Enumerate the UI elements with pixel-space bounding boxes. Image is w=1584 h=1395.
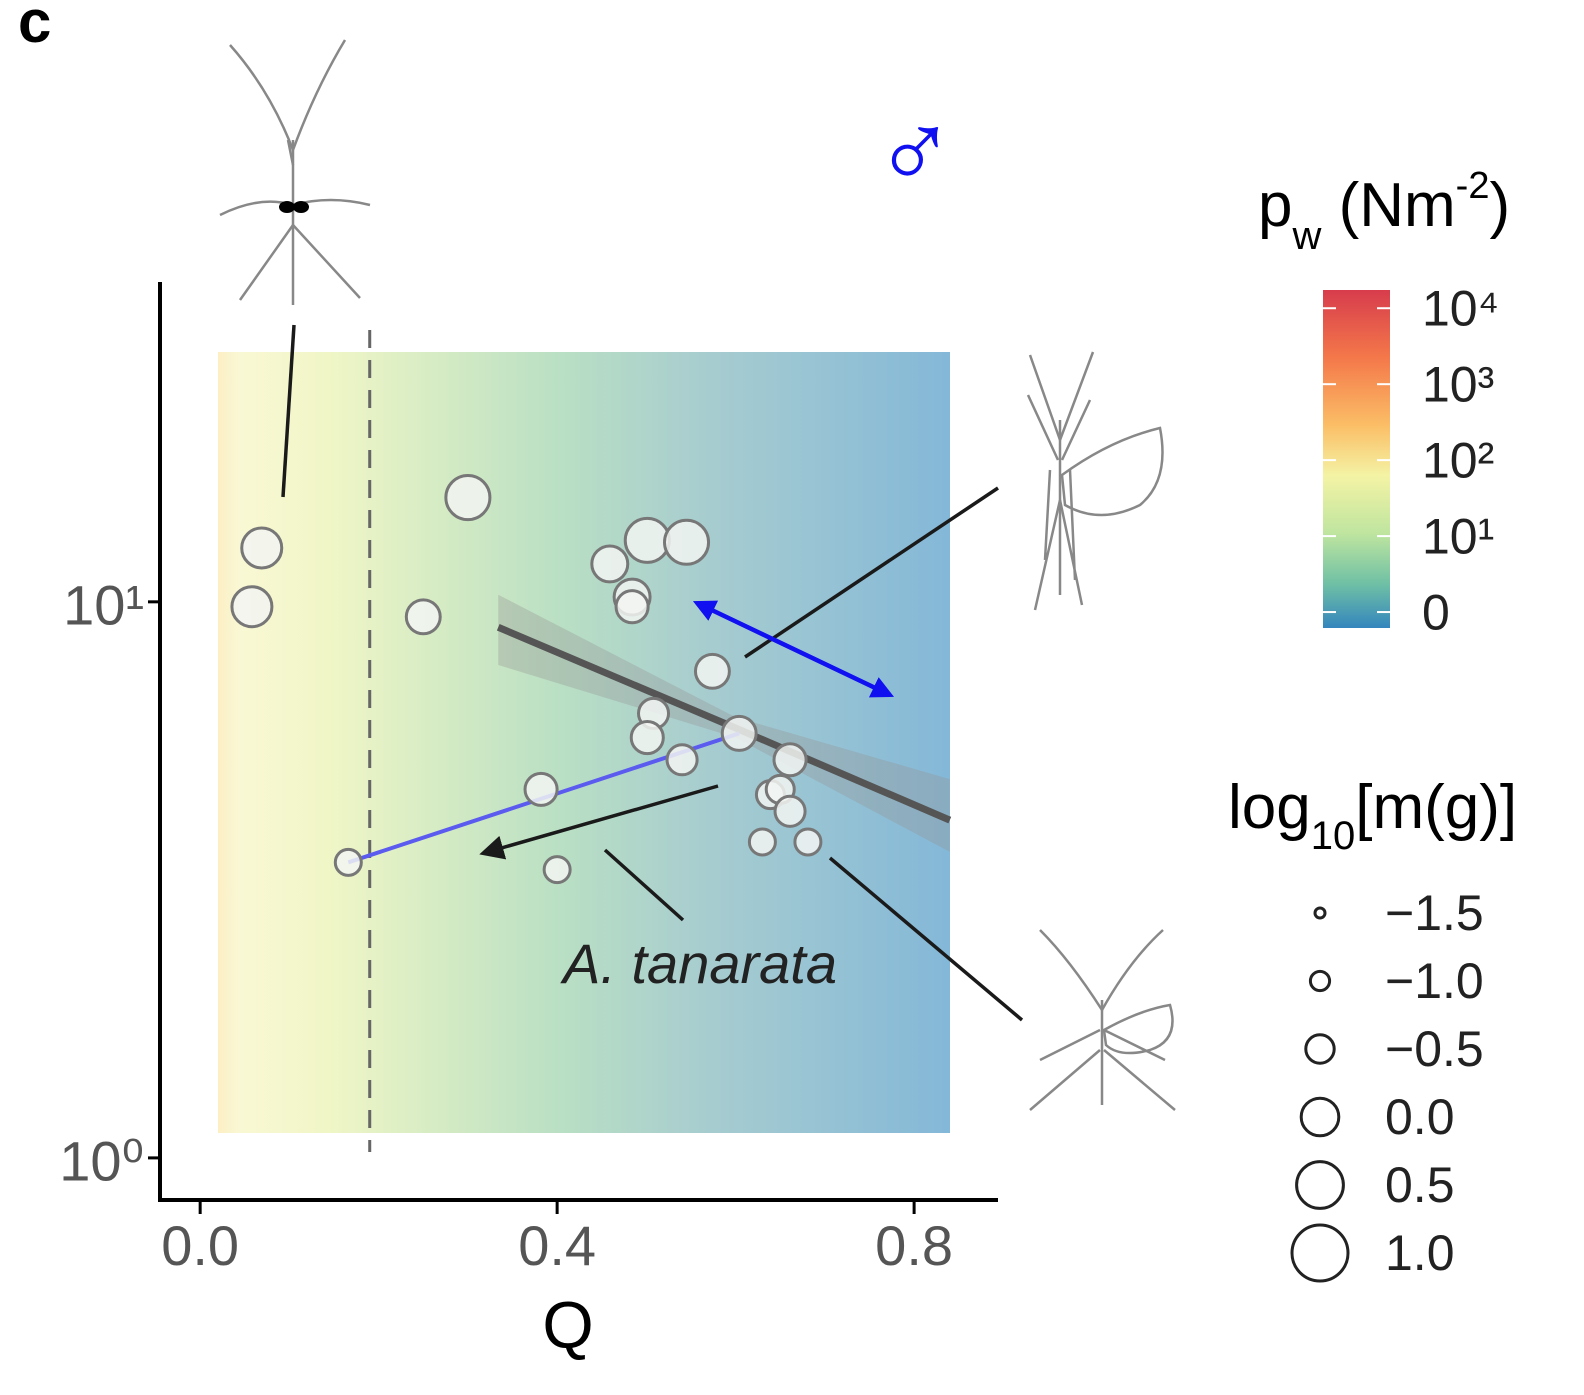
data-point bbox=[793, 827, 823, 857]
x-tick-label: 0.4 bbox=[518, 1214, 596, 1277]
colorbar-tick-label: 10³ bbox=[1422, 356, 1494, 412]
data-point bbox=[747, 827, 777, 857]
species-label: A. tanarata bbox=[560, 932, 837, 995]
background-gradient bbox=[218, 352, 950, 1133]
data-point bbox=[444, 474, 492, 522]
x-tick-label: 0.0 bbox=[161, 1214, 239, 1277]
data-point bbox=[772, 742, 808, 778]
panel-label: c bbox=[18, 0, 51, 55]
x-tick-label: 0.8 bbox=[875, 1214, 953, 1277]
data-point bbox=[230, 585, 274, 629]
data-point bbox=[663, 518, 711, 566]
size-legend-title: log10[m(g)] bbox=[1228, 773, 1517, 857]
data-point bbox=[693, 652, 731, 690]
y-tick-label: 10¹ bbox=[63, 574, 144, 637]
insect-icon-top bbox=[219, 39, 371, 305]
colorbar-title-sup: -2 bbox=[1456, 165, 1490, 207]
colorbar bbox=[1323, 290, 1390, 628]
colorbar-title: pw (Nm-2) bbox=[1258, 165, 1510, 258]
y-tick-label: 10⁰ bbox=[59, 1130, 144, 1193]
size-legend-key bbox=[1295, 1160, 1345, 1210]
colorbar-title-part: (Nm bbox=[1321, 171, 1455, 240]
plot-area bbox=[230, 330, 952, 1152]
data-point bbox=[240, 526, 284, 570]
size-legend-label: −1.5 bbox=[1385, 885, 1484, 941]
colorbar-title-sub: w bbox=[1291, 214, 1321, 258]
size-legend-title-sub: 10 bbox=[1311, 814, 1356, 858]
colorbar-tick-label: 0 bbox=[1422, 584, 1450, 640]
data-point bbox=[523, 771, 559, 807]
data-point bbox=[773, 794, 807, 828]
colorbar-title-part: p bbox=[1258, 171, 1292, 240]
insect-icon-bottom bbox=[1029, 929, 1176, 1111]
colorbar-tick-label: 10⁴ bbox=[1422, 280, 1499, 336]
data-point bbox=[614, 589, 650, 625]
size-legend-label: 0.5 bbox=[1385, 1157, 1455, 1213]
annotation-lines bbox=[281, 324, 1024, 1022]
colorbar-title-part: ) bbox=[1489, 171, 1510, 240]
size-legend-label: 0.0 bbox=[1385, 1089, 1455, 1145]
size-legend-label: 1.0 bbox=[1385, 1225, 1455, 1281]
data-point bbox=[333, 847, 363, 877]
size-legend-title-part: log bbox=[1228, 773, 1311, 842]
size-legend-title-part: [m(g)] bbox=[1355, 773, 1517, 842]
data-point bbox=[404, 598, 442, 636]
size-legend-key bbox=[1299, 1096, 1341, 1138]
colorbar-tick-label: 10² bbox=[1422, 432, 1494, 488]
data-point bbox=[590, 544, 630, 584]
size-legend-key bbox=[1290, 1223, 1350, 1283]
sex-symbol: ♂ bbox=[874, 90, 957, 213]
data-point bbox=[542, 855, 572, 885]
size-legend-label: −1.0 bbox=[1385, 953, 1484, 1009]
data-point bbox=[665, 743, 699, 777]
insect-icon-right bbox=[1026, 351, 1164, 611]
data-point bbox=[629, 720, 665, 756]
size-legend-label: −0.5 bbox=[1385, 1021, 1484, 1077]
data-point bbox=[623, 516, 671, 564]
size-legend-key bbox=[1313, 906, 1327, 920]
data-point bbox=[720, 714, 758, 752]
size-legend-key bbox=[1304, 1033, 1336, 1065]
x-axis-label: Q bbox=[542, 1287, 593, 1361]
colorbar-tick-label: 10¹ bbox=[1422, 508, 1494, 564]
size-legend-key bbox=[1308, 969, 1332, 993]
